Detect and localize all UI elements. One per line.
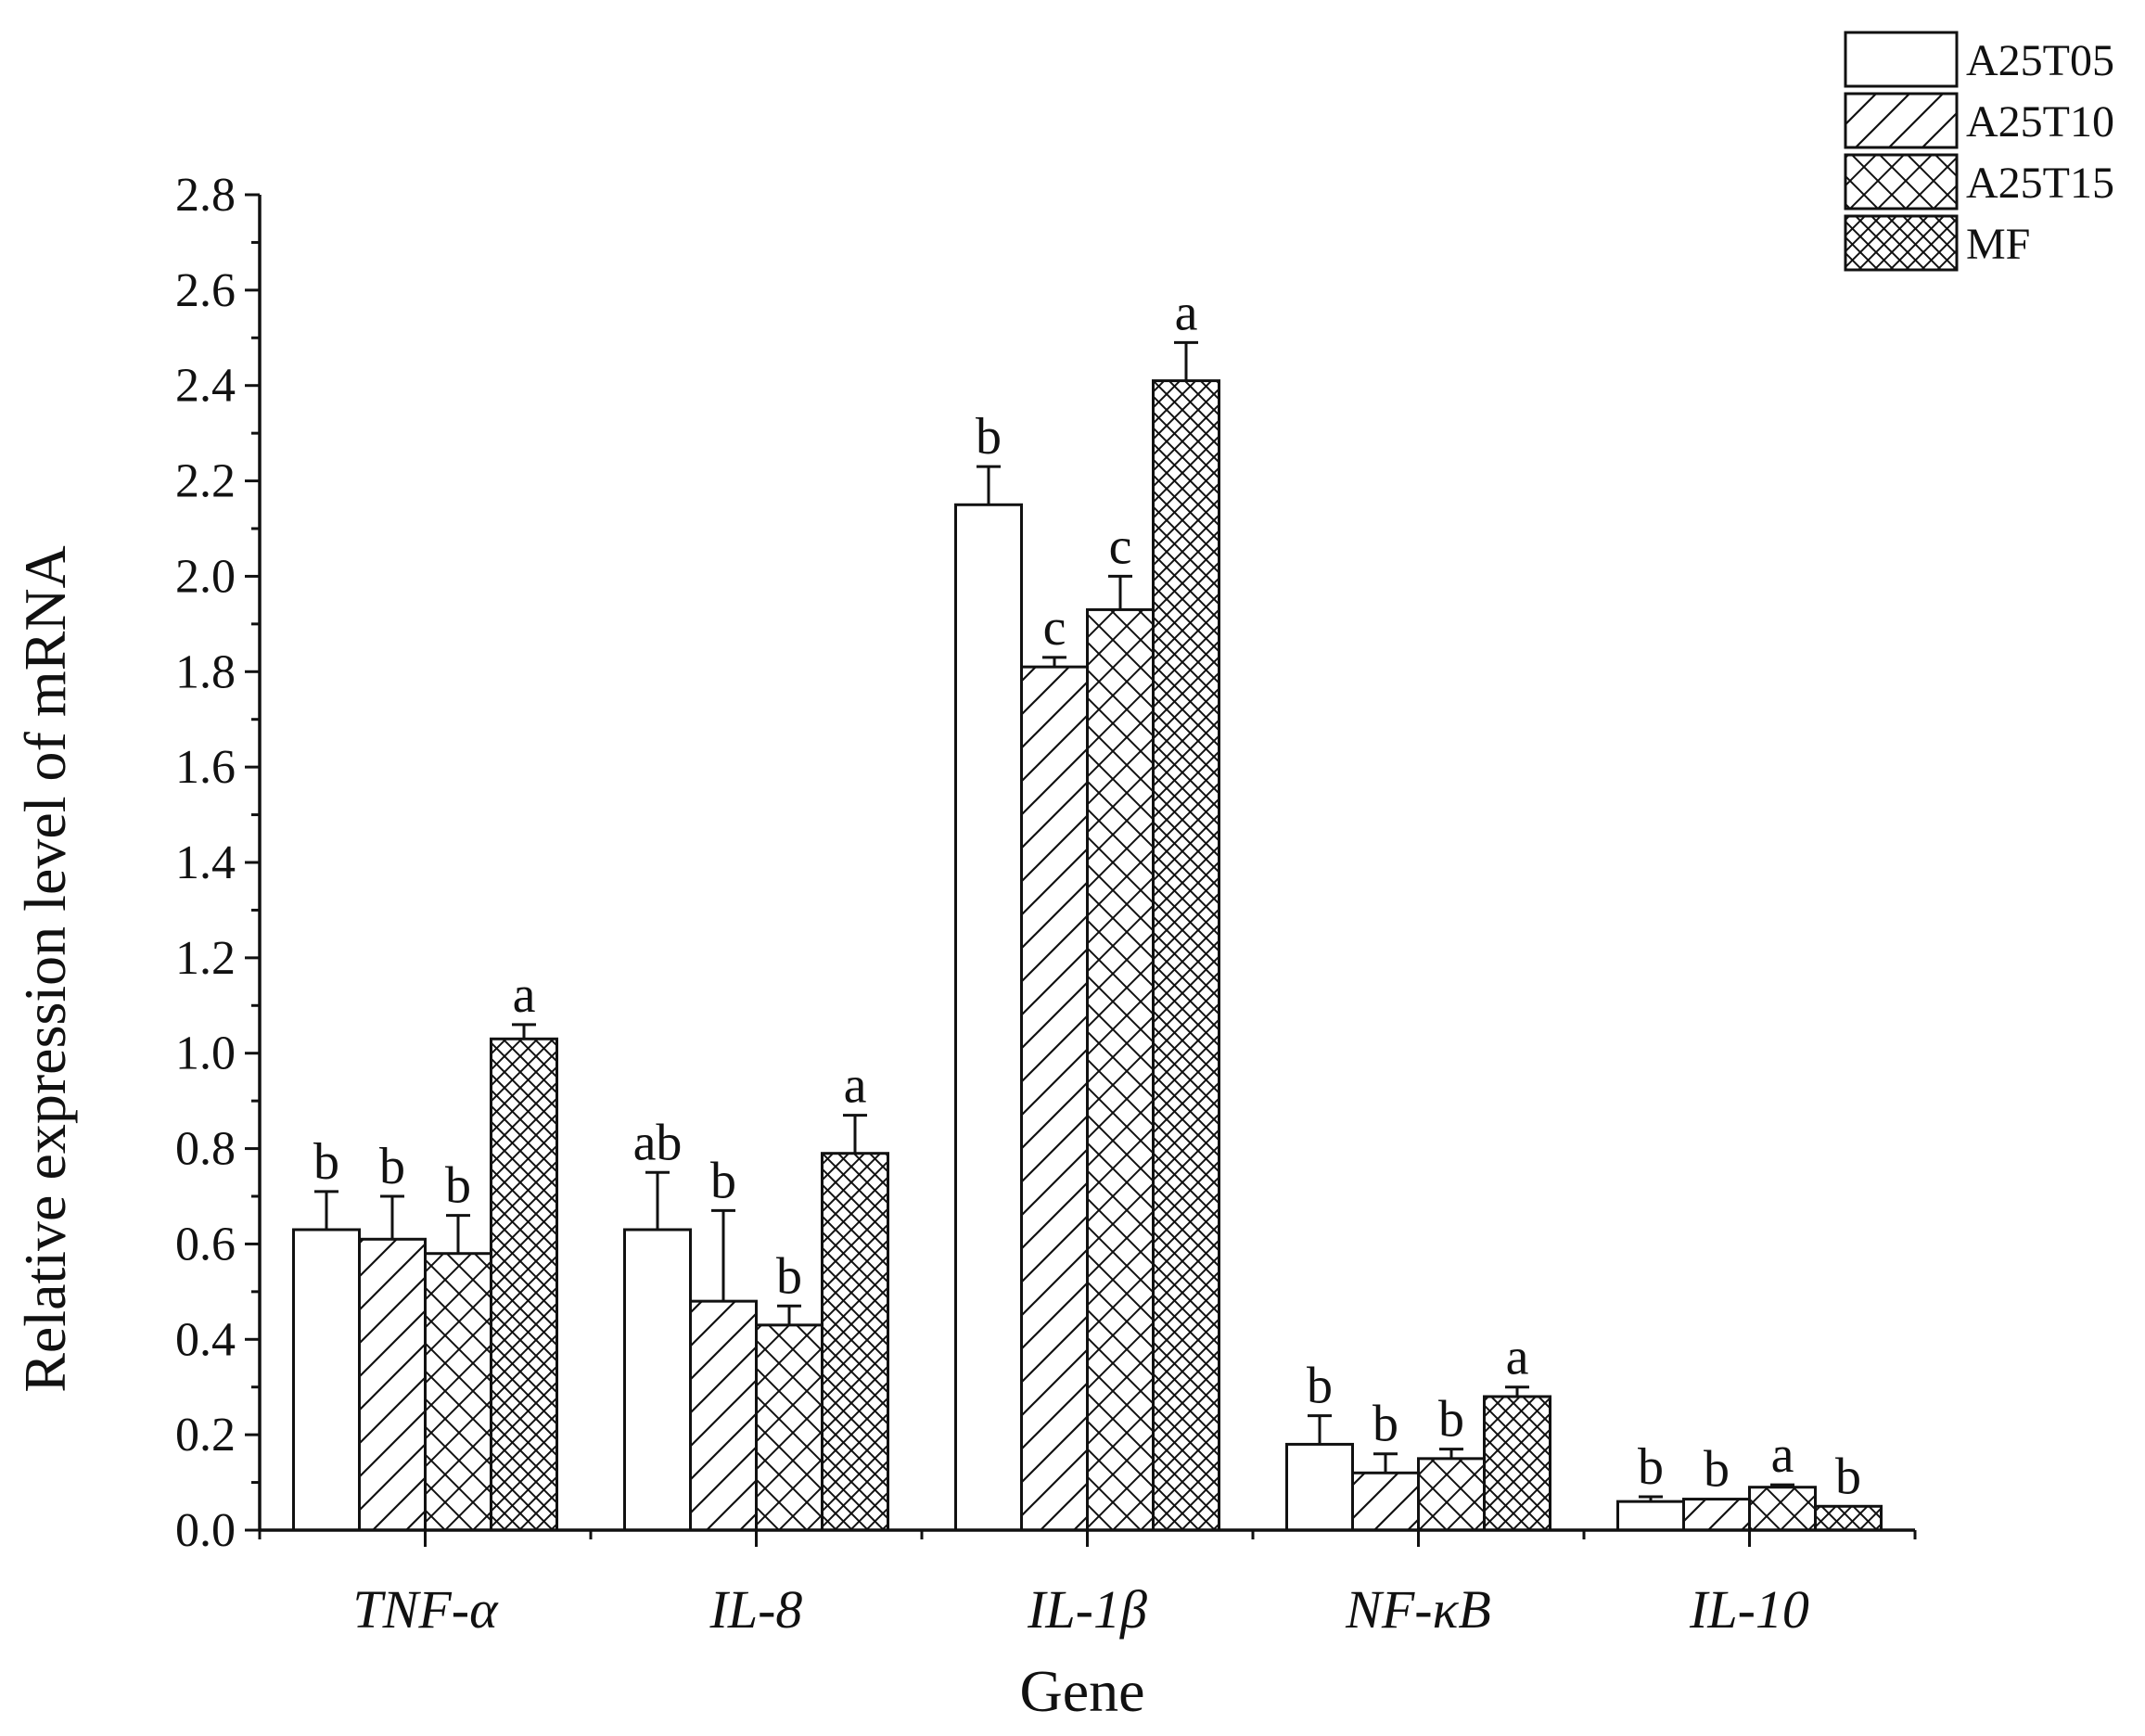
legend-label-MF: MF — [1966, 220, 2030, 269]
error-bars-layer — [314, 340, 1794, 1502]
legend-label-A25T15: A25T15 — [1966, 159, 2114, 208]
significance-letter-MF-TNF-α: a — [513, 966, 536, 1024]
significance-letter-MF-NF-κB: a — [1506, 1329, 1529, 1386]
bar-A25T15-IL-1β — [1086, 607, 1155, 1532]
y-tick-label: 2.4 — [175, 360, 236, 413]
bar-MF-TNF-α — [490, 1037, 558, 1532]
y-axis-title: Relative expression level of mRNA — [12, 545, 78, 1393]
y-tick-label: 1.0 — [175, 1028, 236, 1080]
legend: A25T05 A25T10 A25T15 MF — [1844, 31, 2114, 272]
bar-A25T10-NF-κB — [1351, 1471, 1420, 1532]
legend-swatch-A25T05 — [1844, 31, 1959, 88]
significance-letter-A25T15-TNF-α: b — [445, 1157, 471, 1215]
bar-A25T10-TNF-α — [358, 1237, 427, 1532]
bar-A25T15-IL-10 — [1748, 1486, 1817, 1532]
x-tick-label: IL-10 — [1689, 1579, 1809, 1640]
bar-A25T10-IL-1β — [1020, 665, 1089, 1532]
x-tick-label: NF-κB — [1345, 1579, 1491, 1640]
significance-letter-A25T05-TNF-α: b — [313, 1133, 339, 1191]
x-tick-label: IL-1β — [1027, 1579, 1147, 1640]
significance-letter-A25T05-IL-1β: b — [976, 408, 1002, 466]
bars-layer — [292, 379, 1883, 1532]
bar-A25T10-IL-8 — [689, 1299, 758, 1532]
y-tick-label: 2.6 — [175, 264, 236, 317]
y-tick-label: 0.4 — [175, 1313, 236, 1366]
significance-letter-A25T10-IL-1β: c — [1043, 599, 1066, 657]
significance-letter-MF-IL-10: b — [1835, 1448, 1861, 1505]
y-tick-label: 1.4 — [175, 836, 236, 889]
significance-letter-MF-IL-1β: a — [1175, 284, 1198, 341]
y-tick-label: 1.2 — [175, 932, 236, 985]
bar-MF-IL-8 — [821, 1152, 889, 1532]
significance-letter-A25T15-NF-κB: b — [1438, 1391, 1464, 1449]
significance-letter-A25T15-IL-8: b — [776, 1247, 802, 1305]
significance-letter-A25T15-IL-10: a — [1771, 1426, 1794, 1484]
y-tick-label: 2.8 — [175, 169, 236, 222]
legend-label-A25T05: A25T05 — [1966, 36, 2114, 85]
y-tick-label: 0.6 — [175, 1218, 236, 1270]
significance-letter-A25T10-TNF-α: b — [379, 1138, 405, 1195]
significance-letter-A25T05-NF-κB: b — [1307, 1358, 1333, 1415]
y-tick-label: 1.6 — [175, 741, 236, 794]
bar-MF-IL-1β — [1152, 379, 1220, 1532]
significance-letter-A25T05-IL-10: b — [1638, 1438, 1664, 1496]
y-tick-label: 0.2 — [175, 1409, 236, 1462]
bar-A25T15-NF-κB — [1417, 1457, 1486, 1532]
y-tick-label: 2.0 — [175, 550, 236, 603]
y-tick-label: 0.8 — [175, 1123, 236, 1176]
x-tick-label: IL-8 — [709, 1579, 803, 1640]
bar-MF-NF-κB — [1483, 1395, 1551, 1532]
significance-letter-A25T10-IL-10: b — [1704, 1441, 1730, 1499]
axes-layer: 0.0 0.2 0.4 0.6 0.8 1.0 1.2 1.4 1.6 1.8 2.0 2.2 2.4 2… — [175, 169, 1917, 1640]
significance-letter-A25T05-IL-8: ab — [633, 1114, 683, 1171]
bar-A25T05-NF-κB — [1285, 1442, 1354, 1532]
legend-swatch-A25T15 — [1844, 153, 1959, 211]
legend-swatch-MF — [1844, 214, 1959, 272]
significance-letter-MF-IL-8: a — [844, 1057, 867, 1115]
bar-A25T15-TNF-α — [424, 1252, 492, 1532]
significance-letter-A25T15-IL-1β: c — [1109, 517, 1132, 575]
y-tick-label: 2.2 — [175, 455, 236, 508]
bar-A25T05-IL-10 — [1616, 1500, 1685, 1532]
bar-A25T05-TNF-α — [292, 1228, 361, 1532]
bar-MF-IL-10 — [1814, 1504, 1883, 1532]
significance-letter-A25T10-IL-8: b — [710, 1152, 736, 1209]
bar-A25T05-IL-8 — [623, 1228, 692, 1532]
y-tick-label: 1.8 — [175, 645, 236, 698]
y-tick-label: 0.0 — [175, 1504, 236, 1557]
x-tick-label: TNF-α — [352, 1579, 499, 1640]
bar-A25T15-IL-8 — [755, 1323, 824, 1532]
legend-swatch-A25T10 — [1844, 92, 1959, 149]
bar-A25T10-IL-10 — [1682, 1498, 1751, 1532]
legend-label-A25T10: A25T10 — [1966, 97, 2114, 147]
bar-A25T05-IL-1β — [954, 503, 1023, 1532]
x-axis-title: Gene — [1019, 1658, 1144, 1724]
significance-letter-A25T10-NF-κB: b — [1373, 1396, 1398, 1453]
